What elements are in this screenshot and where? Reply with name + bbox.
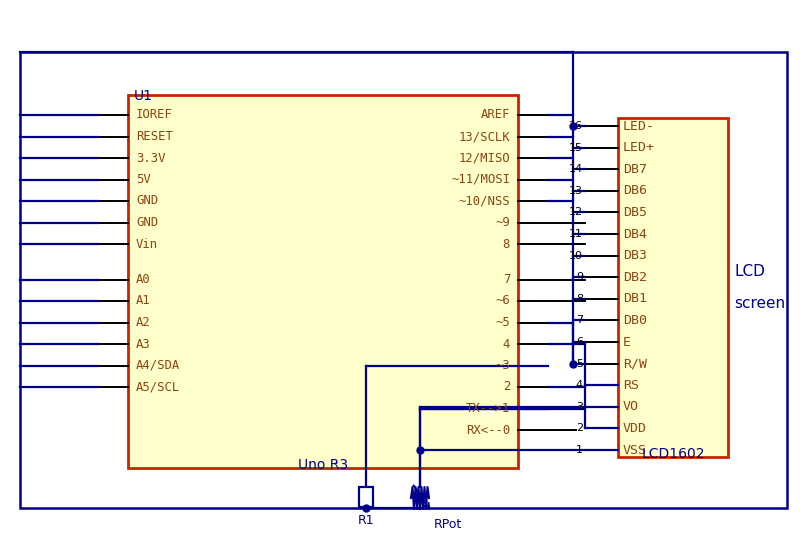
Text: 7: 7 bbox=[576, 315, 583, 325]
Text: VDD: VDD bbox=[623, 422, 647, 435]
Text: A2: A2 bbox=[136, 316, 150, 329]
Text: RS: RS bbox=[623, 378, 639, 392]
Text: RPot: RPot bbox=[434, 518, 462, 530]
Text: 5V: 5V bbox=[136, 173, 150, 186]
Text: A0: A0 bbox=[136, 273, 150, 286]
Text: 5: 5 bbox=[576, 359, 583, 368]
Text: 8: 8 bbox=[502, 238, 510, 250]
Text: 2: 2 bbox=[502, 381, 510, 394]
Text: 6: 6 bbox=[576, 337, 583, 347]
Text: LCD: LCD bbox=[734, 264, 765, 280]
Bar bbox=[20, 52, 787, 508]
Text: ~10/NSS: ~10/NSS bbox=[458, 195, 510, 207]
Text: RX<--0: RX<--0 bbox=[466, 424, 510, 437]
Text: screen: screen bbox=[734, 296, 785, 310]
Text: 13: 13 bbox=[569, 186, 583, 196]
Text: 4: 4 bbox=[502, 338, 510, 350]
Text: 15: 15 bbox=[569, 143, 583, 153]
Text: DB0: DB0 bbox=[623, 314, 647, 327]
Text: A5/SCL: A5/SCL bbox=[136, 381, 180, 394]
Bar bbox=[128, 95, 518, 468]
Text: ~9: ~9 bbox=[495, 216, 510, 229]
Text: GND: GND bbox=[136, 195, 158, 207]
Text: 12: 12 bbox=[569, 207, 583, 217]
Text: 4: 4 bbox=[576, 380, 583, 390]
Text: 7: 7 bbox=[502, 273, 510, 286]
Text: R/W: R/W bbox=[623, 357, 647, 370]
Text: 3.3V: 3.3V bbox=[136, 151, 166, 164]
Text: DB3: DB3 bbox=[623, 249, 647, 262]
Text: 8: 8 bbox=[576, 294, 583, 304]
Text: LED-: LED- bbox=[623, 120, 655, 132]
Text: DB6: DB6 bbox=[623, 184, 647, 197]
Text: 13/SCLK: 13/SCLK bbox=[458, 130, 510, 143]
Text: ~3: ~3 bbox=[495, 359, 510, 372]
Text: RESET: RESET bbox=[136, 130, 173, 143]
Text: DB1: DB1 bbox=[623, 292, 647, 305]
Text: DB7: DB7 bbox=[623, 163, 647, 176]
Text: 16: 16 bbox=[569, 121, 583, 131]
Text: TX-->1: TX-->1 bbox=[466, 402, 510, 415]
Text: LCD1602: LCD1602 bbox=[642, 447, 705, 461]
Text: IOREF: IOREF bbox=[136, 108, 173, 121]
Text: 3: 3 bbox=[576, 402, 583, 412]
Text: A3: A3 bbox=[136, 338, 150, 350]
Text: VSS: VSS bbox=[623, 443, 647, 457]
Text: Vin: Vin bbox=[136, 238, 158, 250]
Text: LED+: LED+ bbox=[623, 141, 655, 154]
Text: DB4: DB4 bbox=[623, 228, 647, 240]
Text: DB5: DB5 bbox=[623, 206, 647, 219]
Text: 14: 14 bbox=[569, 164, 583, 174]
Bar bbox=[359, 487, 373, 507]
Text: 2: 2 bbox=[576, 423, 583, 433]
Text: R1: R1 bbox=[358, 514, 374, 528]
Text: E: E bbox=[623, 335, 631, 348]
Text: GND: GND bbox=[136, 216, 158, 229]
Text: 9: 9 bbox=[576, 272, 583, 282]
Text: 10: 10 bbox=[569, 250, 583, 260]
Text: VO: VO bbox=[623, 400, 639, 413]
Text: DB2: DB2 bbox=[623, 271, 647, 284]
Text: 12/MISO: 12/MISO bbox=[458, 151, 510, 164]
Text: U1: U1 bbox=[134, 89, 153, 103]
Text: ~5: ~5 bbox=[495, 316, 510, 329]
Text: ~11/MOSI: ~11/MOSI bbox=[451, 173, 510, 186]
Text: A1: A1 bbox=[136, 295, 150, 307]
Text: 1: 1 bbox=[576, 445, 583, 455]
Text: 11: 11 bbox=[569, 229, 583, 239]
Bar bbox=[618, 118, 728, 457]
Text: A4/SDA: A4/SDA bbox=[136, 359, 180, 372]
Text: ~6: ~6 bbox=[495, 295, 510, 307]
Text: Uno R3: Uno R3 bbox=[298, 458, 348, 472]
Text: AREF: AREF bbox=[481, 108, 510, 121]
